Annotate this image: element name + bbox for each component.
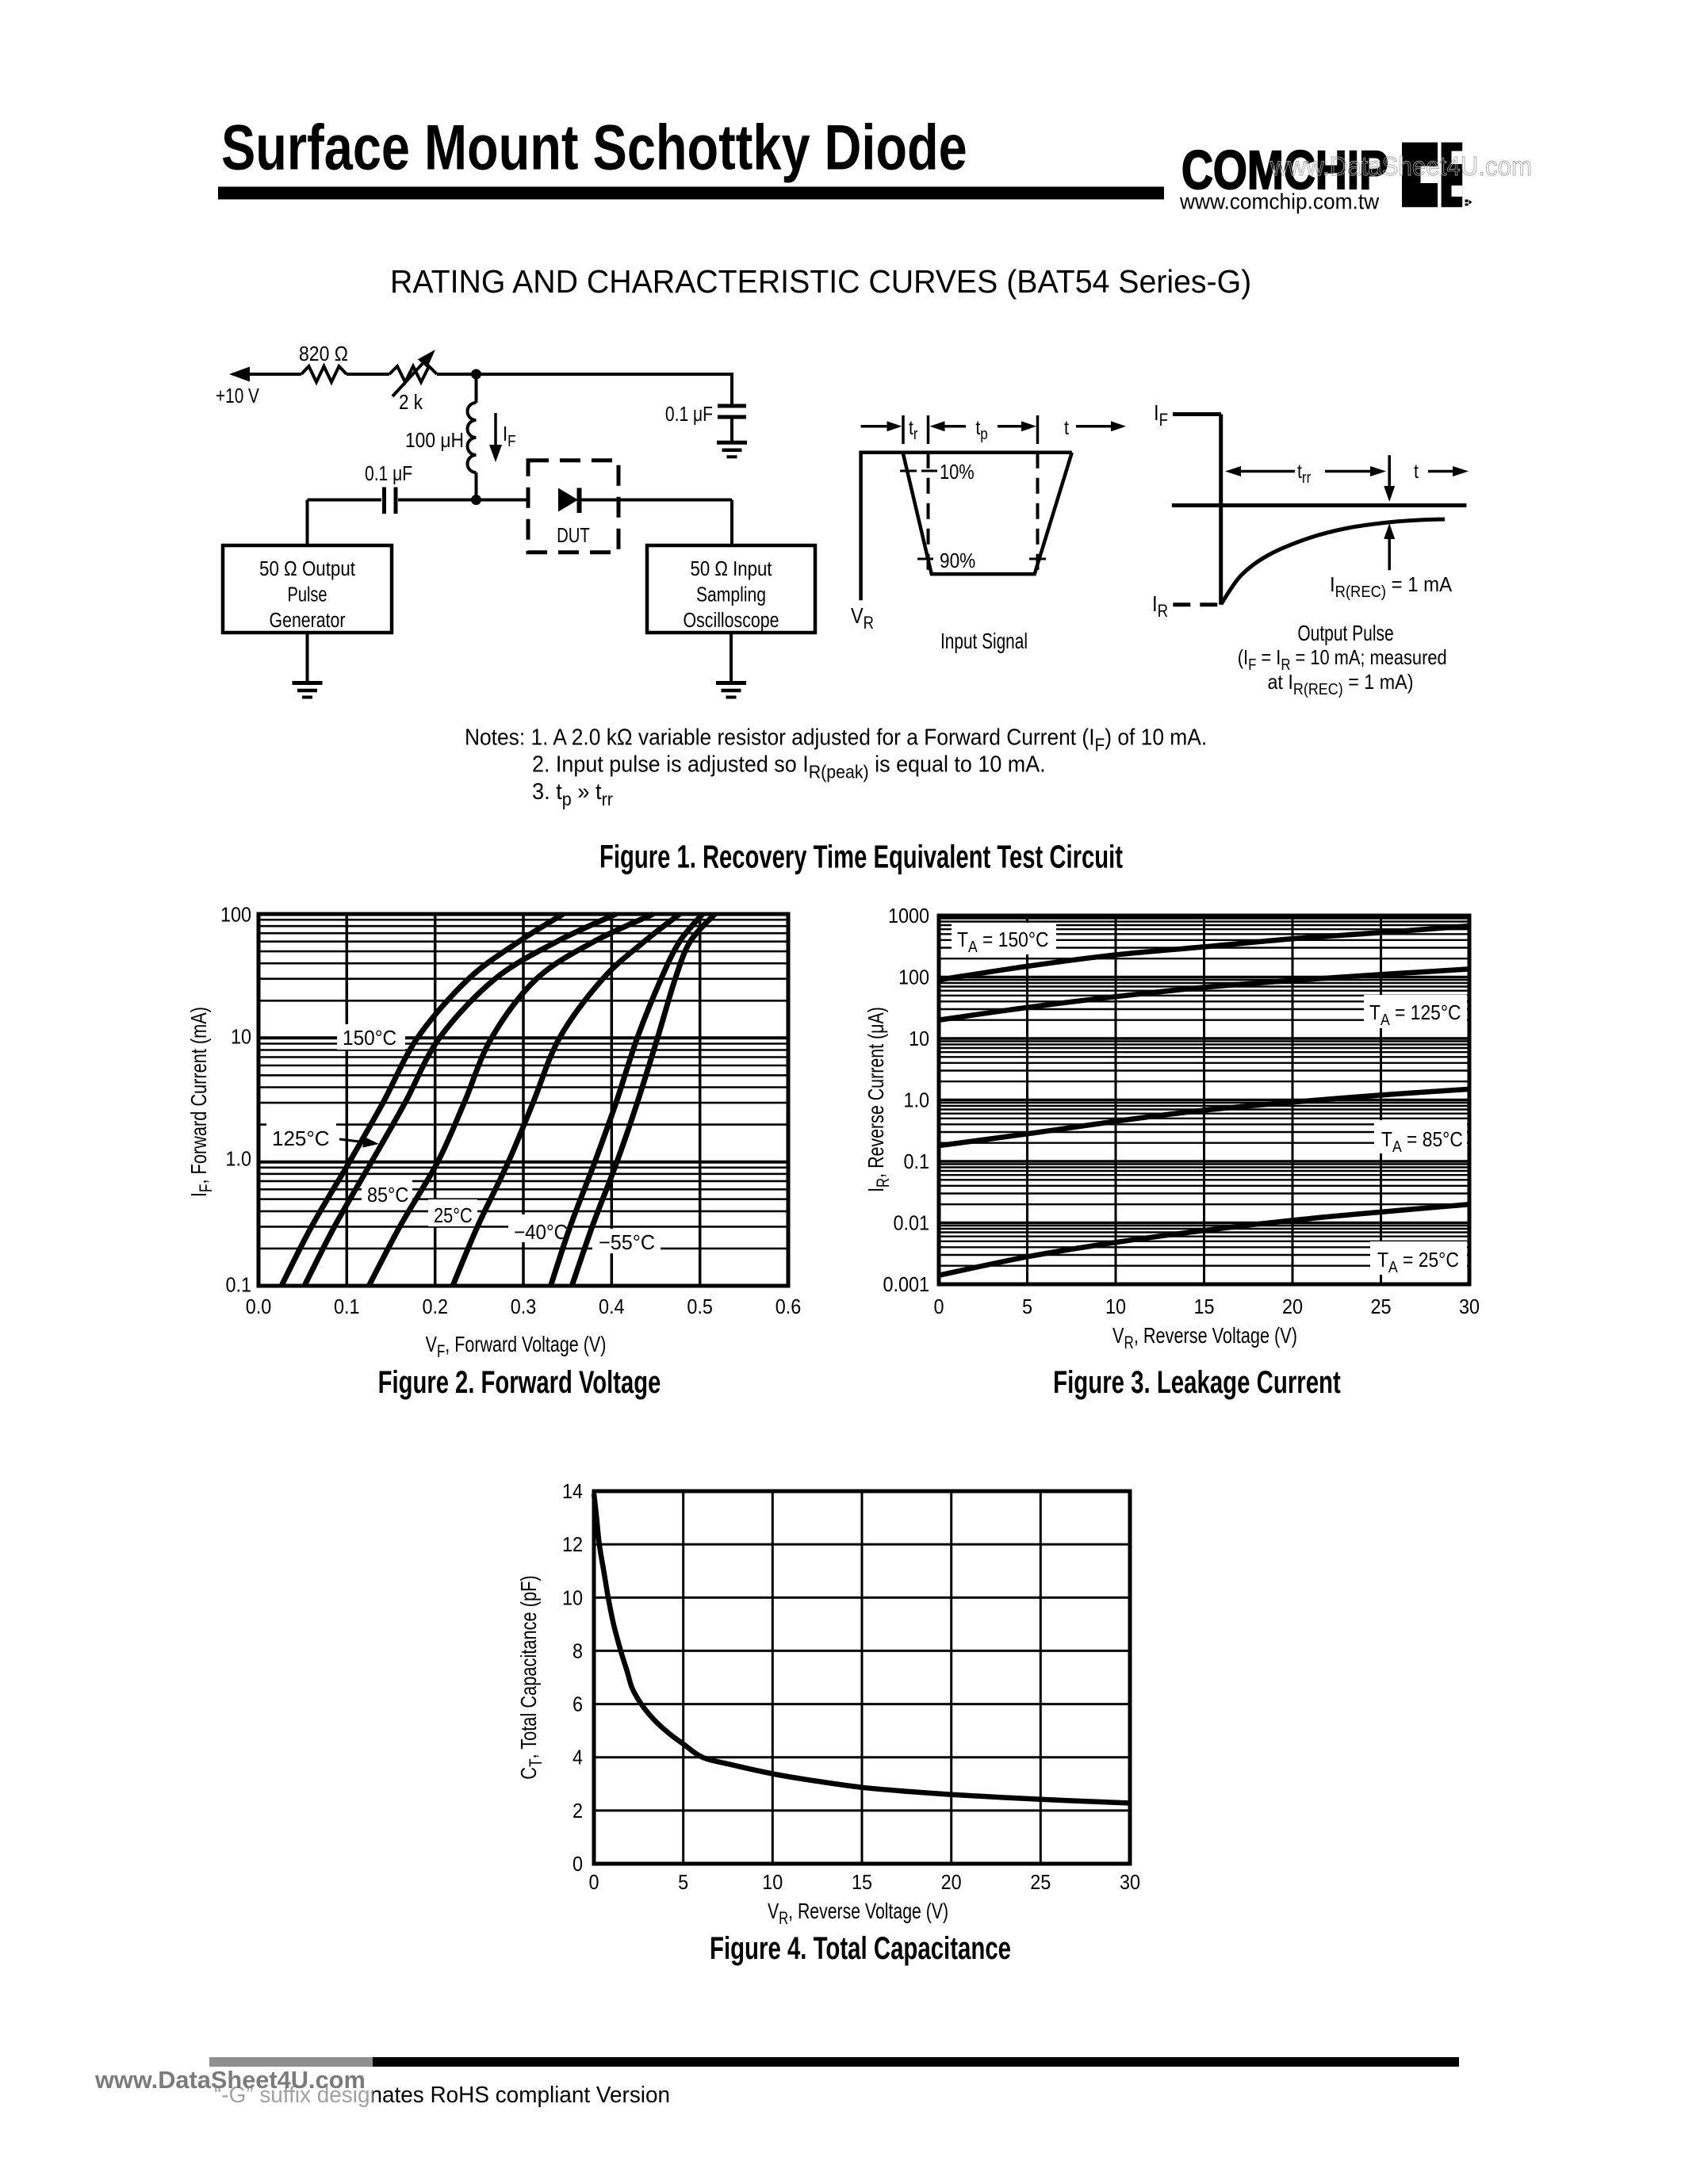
svg-text:15: 15 [1193, 1296, 1214, 1318]
svg-text:Figure 2. Forward Voltage: Figure 2. Forward Voltage [378, 1365, 661, 1401]
svg-text:15: 15 [852, 1872, 872, 1894]
svg-text:10: 10 [562, 1587, 583, 1609]
svg-text:www.DataSheet4U.com: www.DataSheet4U.com [94, 2066, 366, 2094]
svg-text:“-G” suffix designates RoHS co: “-G” suffix designates RoHS compliant Ve… [214, 2083, 670, 2109]
svg-text:6: 6 [573, 1694, 583, 1716]
svg-text:www.DataSheet4U.com: www.DataSheet4U.com [1269, 151, 1532, 181]
svg-text:1.0: 1.0 [225, 1148, 251, 1170]
svg-text:Output Pulse: Output Pulse [1297, 622, 1393, 646]
svg-text:100: 100 [220, 904, 251, 926]
svg-text:IR, Reverse Current (μA): IR, Reverse Current (μA) [864, 1007, 893, 1192]
svg-text:14: 14 [562, 1481, 583, 1503]
svg-text:COMCHIP: COMCHIP [1181, 140, 1388, 201]
svg-text:CT, Total Capacitance (pF): CT, Total Capacitance (pF) [516, 1575, 546, 1780]
svg-text:1.0: 1.0 [903, 1089, 929, 1111]
svg-text:t: t [1064, 416, 1069, 438]
svg-text:www.comchip.com.tw: www.comchip.com.tw [1179, 189, 1379, 214]
svg-text:20: 20 [941, 1872, 962, 1894]
svg-text:Generator: Generator [270, 609, 346, 633]
svg-text:0.1 μF: 0.1 μF [365, 463, 412, 486]
svg-text:0.1: 0.1 [225, 1274, 251, 1296]
svg-text:8: 8 [573, 1640, 583, 1662]
svg-text:5: 5 [1022, 1296, 1032, 1318]
svg-text:+10 V: +10 V [216, 384, 259, 407]
svg-text:1000: 1000 [888, 905, 929, 928]
svg-text:TA = 125°C: TA = 125°C [1369, 1002, 1461, 1029]
svg-text:RATING AND CHARACTERISTIC CURV: RATING AND CHARACTERISTIC CURVES (BAT54 … [390, 263, 1251, 300]
svg-text:100 μH: 100 μH [405, 430, 464, 453]
svg-text:trr​: trr​ [1297, 460, 1311, 486]
svg-text:IF​: IF​ [503, 423, 516, 449]
svg-text:150°C: 150°C [343, 1027, 396, 1050]
svg-text:Surface Mount Schottky Diode: Surface Mount Schottky Diode [221, 111, 967, 183]
svg-text:25: 25 [1030, 1872, 1051, 1894]
svg-text:0.001: 0.001 [883, 1274, 929, 1296]
svg-text:0.0: 0.0 [246, 1296, 272, 1318]
svg-text:VF, Forward Voltage (V): VF, Forward Voltage (V) [426, 1332, 607, 1361]
svg-text:0.4: 0.4 [599, 1296, 625, 1318]
svg-text:50 Ω Input: 50 Ω Input [691, 557, 772, 580]
svg-text:2: 2 [573, 1800, 583, 1823]
svg-text:0.1: 0.1 [334, 1296, 360, 1318]
svg-text:0: 0 [573, 1853, 583, 1876]
svg-text:10: 10 [909, 1028, 929, 1050]
svg-text:t: t [1414, 460, 1419, 482]
svg-text:20: 20 [1282, 1296, 1303, 1318]
svg-text:30: 30 [1459, 1296, 1480, 1318]
svg-text:0: 0 [588, 1872, 599, 1894]
svg-text:125°C: 125°C [272, 1126, 330, 1150]
svg-text:0.01: 0.01 [893, 1212, 929, 1234]
svg-text:Figure 1. Recovery Time Equiva: Figure 1. Recovery Time Equivalent Test … [599, 839, 1123, 875]
svg-text:0.1: 0.1 [903, 1151, 929, 1173]
svg-text:VR​: VR​ [851, 604, 874, 633]
svg-text:10: 10 [762, 1872, 783, 1894]
svg-text:−40°C: −40°C [514, 1221, 568, 1244]
svg-text:TA = 85°C: TA = 85°C [1381, 1129, 1463, 1156]
svg-text:(IF = IR = 10 mA; measured: (IF = IR = 10 mA; measured [1238, 646, 1447, 673]
svg-text:5: 5 [678, 1872, 688, 1894]
svg-text:0.3: 0.3 [511, 1296, 537, 1318]
svg-text:10: 10 [1105, 1296, 1126, 1318]
svg-text:0.1 μF: 0.1 μF [665, 404, 713, 426]
svg-text:0.5: 0.5 [687, 1296, 713, 1318]
svg-text:10%: 10% [940, 461, 975, 484]
svg-text:25: 25 [1370, 1296, 1391, 1318]
svg-text:30: 30 [1120, 1872, 1140, 1894]
svg-text:VR, Reverse Voltage (V): VR, Reverse Voltage (V) [768, 1899, 948, 1928]
svg-text:90%: 90% [940, 550, 975, 573]
svg-text:2 k: 2 k [399, 392, 423, 415]
svg-text:2. Input pulse is adjusted so: 2. Input pulse is adjusted so IR(peak) i… [532, 752, 1046, 782]
svg-text:10: 10 [231, 1026, 251, 1048]
svg-text:Sampling: Sampling [696, 584, 766, 607]
svg-text:25°C: 25°C [434, 1204, 473, 1227]
svg-text:50 Ω Output: 50 Ω Output [259, 557, 355, 580]
svg-text:0.6: 0.6 [775, 1296, 802, 1318]
svg-text:VR, Reverse Voltage (V): VR, Reverse Voltage (V) [1112, 1323, 1297, 1352]
svg-text:“-G” suffix designates RoHS co: “-G” suffix designates RoHS compliant Ve… [214, 2083, 670, 2109]
svg-text:tp​: tp​ [975, 416, 987, 442]
svg-text:Figure 3. Leakage Current: Figure 3. Leakage Current [1053, 1365, 1341, 1400]
svg-text:12: 12 [562, 1534, 583, 1556]
svg-text:Input Signal: Input Signal [940, 629, 1028, 654]
svg-text:4: 4 [573, 1747, 583, 1769]
svg-text:3. tp » trr​: 3. tp » trr​ [532, 778, 614, 809]
svg-text:Oscilloscope: Oscilloscope [684, 609, 779, 633]
svg-text:IF, Forward Current (mA): IF, Forward Current (mA) [186, 1007, 216, 1197]
svg-text:−55°C: −55°C [599, 1232, 655, 1254]
svg-text:Figure 4. Total Capacitance: Figure 4. Total Capacitance [710, 1931, 1011, 1966]
svg-text:tr​: tr​ [909, 416, 918, 442]
svg-text:at IR(REC) = 1 mA): at IR(REC) = 1 mA) [1267, 671, 1413, 698]
svg-text:0.2: 0.2 [422, 1296, 448, 1318]
svg-text:820 Ω: 820 Ω [299, 343, 348, 366]
svg-text:100: 100 [898, 966, 929, 989]
svg-text:DUT: DUT [557, 524, 590, 547]
svg-text:85°C: 85°C [367, 1184, 408, 1207]
svg-text:0: 0 [933, 1296, 944, 1318]
svg-text:IR​: IR​ [1152, 591, 1168, 621]
svg-text:IF​: IF​ [1154, 400, 1168, 430]
svg-text:Pulse: Pulse [287, 583, 327, 606]
svg-text:IR(REC) = 1 mA: IR(REC) = 1 mA [1330, 573, 1452, 601]
